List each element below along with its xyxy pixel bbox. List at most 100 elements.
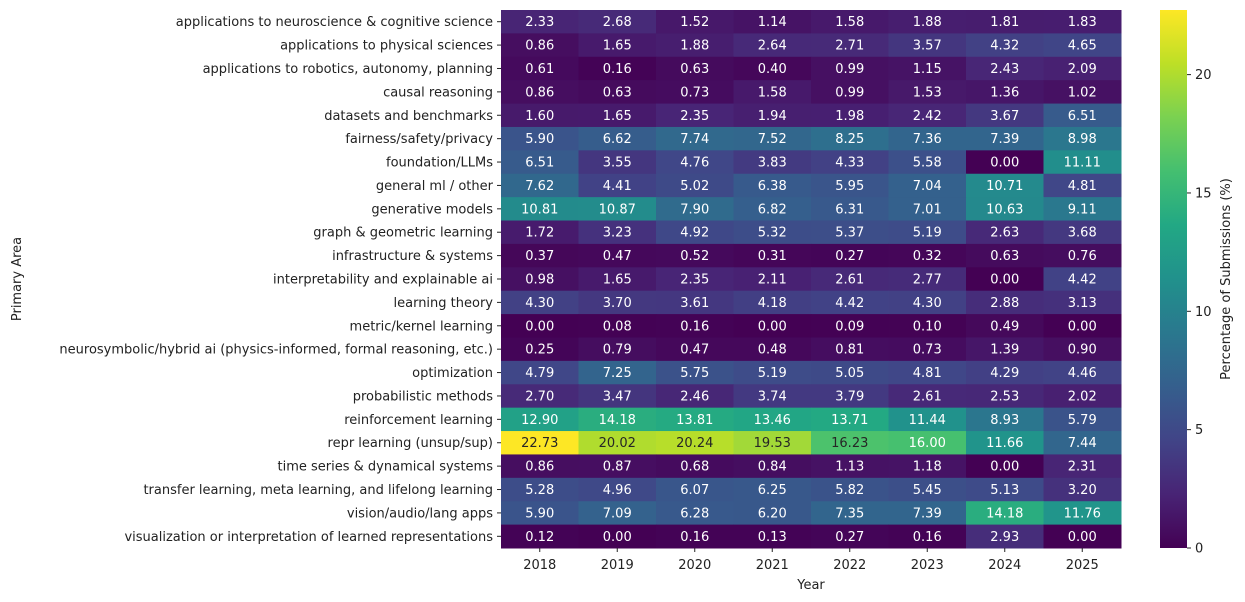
cell-value-label: 4.30 [913,296,942,311]
cell-value-label: 1.60 [525,109,554,124]
heatmap-cell [656,267,734,292]
cell-value-label: 1.94 [758,109,787,124]
heatmap-cell [811,103,889,128]
cell-value-label: 4.42 [1068,273,1097,288]
heatmap-cell [966,150,1044,175]
heatmap-cell [888,524,967,549]
cell-value-label: 13.46 [754,413,791,428]
cell-value-label: 0.27 [835,530,864,545]
cell-value-label: 10.71 [986,179,1023,194]
heatmap-cell [578,80,657,105]
cell-value-label: 1.83 [1068,15,1097,30]
cell-value-label: 5.19 [913,226,942,241]
x-tick-label: 2025 [1066,558,1099,573]
heatmap-cell [1043,290,1122,315]
heatmap-cell [966,56,1044,81]
heatmap-cell [811,431,889,455]
heatmap-cell [1043,10,1122,34]
colorbar-tick-label: 0 [1195,542,1203,557]
heatmap-cell [733,524,812,549]
cell-value-label: 6.31 [835,202,864,217]
heatmap-cell [578,384,657,409]
cell-value-label: 10.63 [986,202,1023,217]
cell-value-label: 1.98 [835,109,864,124]
cell-value-label: 2.77 [913,273,942,288]
heatmap-cell [578,477,657,502]
heatmap-cell [501,197,579,222]
heatmap-cell [578,173,657,198]
heatmap-cell [888,501,967,526]
heatmap-cell [966,103,1044,128]
heatmap-cell [966,80,1044,105]
heatmap-cell [1043,56,1122,81]
cell-value-label: 4.81 [913,366,942,381]
cell-value-label: 22.73 [521,436,558,451]
cell-value-label: 2.61 [913,389,942,404]
cell-value-label: 2.63 [990,226,1019,241]
heatmap-cell [656,384,734,409]
y-tick-label: optimization [412,366,493,381]
heatmap-cell [888,33,967,58]
heatmap-cell [656,173,734,198]
heatmap-cell [501,314,579,338]
cell-value-label: 2.53 [990,389,1019,404]
heatmap-cell [1043,524,1122,549]
cell-value-label: 2.35 [680,109,709,124]
cell-value-label: 0.00 [990,273,1019,288]
x-tick-labels: 2018 2019 2020 2021 2022 2023 2024 2025 [523,548,1099,573]
cell-value-label: 7.62 [525,179,554,194]
cell-value-label: 1.02 [1068,85,1097,100]
cell-value-label: 0.73 [913,343,942,358]
heatmap-cell [888,360,967,385]
heatmap-cell [656,243,734,268]
heatmap-cell [888,454,967,479]
heatmap-cell [1043,454,1122,479]
cell-value-label: 0.13 [758,530,787,545]
heatmap-cell [578,337,657,362]
heatmap-cell [501,290,579,315]
cell-value-label: 0.48 [758,343,787,358]
heatmap-cell [501,384,579,409]
cell-value-label: 0.90 [1068,343,1097,358]
heatmap-cell [1043,197,1122,222]
heatmap-cell [811,524,889,549]
cell-value-label: 0.87 [603,460,632,475]
y-tick-label: causal reasoning [383,85,493,100]
cell-value-label: 0.12 [525,530,554,545]
cell-value-label: 1.58 [835,15,864,30]
heatmap-cell [888,197,967,222]
cell-value-label: 0.00 [990,156,1019,171]
cell-value-label: 2.61 [835,273,864,288]
heatmap-cell [656,150,734,175]
heatmap-cell [733,431,812,455]
cell-value-label: 1.58 [758,85,787,100]
heatmap-cell [733,454,812,479]
heatmap-cell [578,501,657,526]
heatmap-cell [733,243,812,268]
heatmap-cell [966,524,1044,549]
heatmap-cell [1043,80,1122,105]
x-axis-label: Year [796,578,825,593]
y-tick-labels: applications to neuroscience & cognitive… [59,15,501,545]
cell-value-label: 1.88 [913,15,942,30]
heatmap-cell [733,56,812,81]
cell-value-label: 2.64 [758,39,787,54]
heatmap-cell [888,431,967,455]
cell-value-label: 2.71 [835,39,864,54]
heatmap-cell [1043,431,1122,455]
heatmap-cell [501,501,579,526]
y-tick-label: vision/audio/lang apps [347,506,493,521]
heatmap-cell [888,243,967,268]
heatmap-cell [733,407,812,432]
heatmap-cell [1043,314,1122,338]
heatmap-cell [578,267,657,292]
heatmap-cell [811,126,889,151]
cell-value-label: 7.04 [913,179,942,194]
cell-value-label: 2.11 [758,273,787,288]
cell-value-label: 0.63 [680,62,709,77]
heatmap-cell [578,243,657,268]
cell-value-label: 0.31 [758,249,787,264]
cell-value-label: 0.63 [990,249,1019,264]
heatmap-cell [501,150,579,175]
heatmap-cell [888,267,967,292]
